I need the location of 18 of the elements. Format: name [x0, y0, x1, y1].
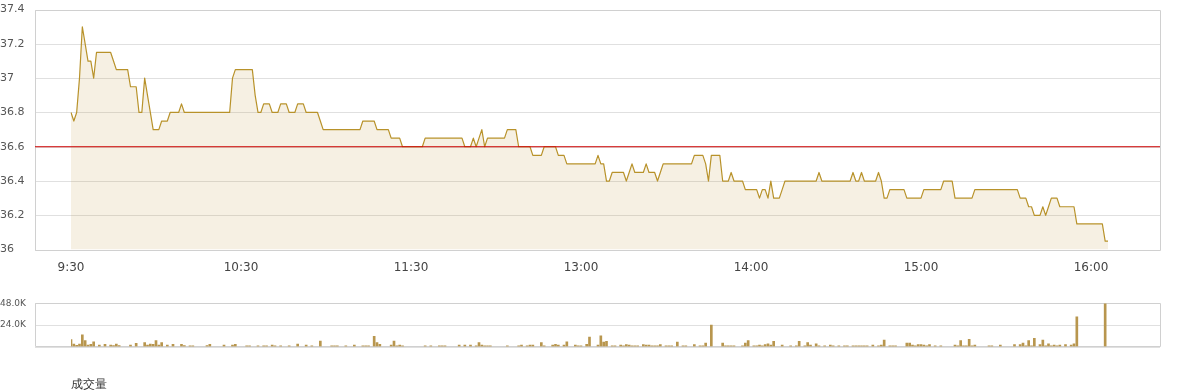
y-tick-label: 36.2 [0, 208, 25, 222]
y-tick-label: 36.6 [0, 139, 25, 153]
y-tick-label: 37 [0, 71, 14, 85]
y-tick-label: 36.8 [0, 105, 25, 119]
x-tick-label: 16:00 [1073, 259, 1109, 274]
y-tick-label: 37.2 [0, 36, 25, 50]
x-axis-title: 成交量 [71, 376, 107, 391]
x-tick-label: 10:30 [223, 259, 259, 274]
y-tick-label: 36 [0, 242, 14, 256]
y-tick-label: 48.0K [0, 297, 28, 308]
y-tick-label: 37.4 [0, 2, 25, 16]
y-tick-label: 24.0K [0, 319, 28, 330]
x-tick-label: 14:00 [733, 259, 769, 274]
x-tick-label: 9:30 [57, 259, 85, 274]
x-tick-label: 11:30 [393, 259, 429, 274]
x-tick-label: 13:00 [563, 259, 599, 274]
x-tick-label: 15:00 [903, 259, 939, 274]
y-tick-label: 36.4 [0, 173, 25, 187]
